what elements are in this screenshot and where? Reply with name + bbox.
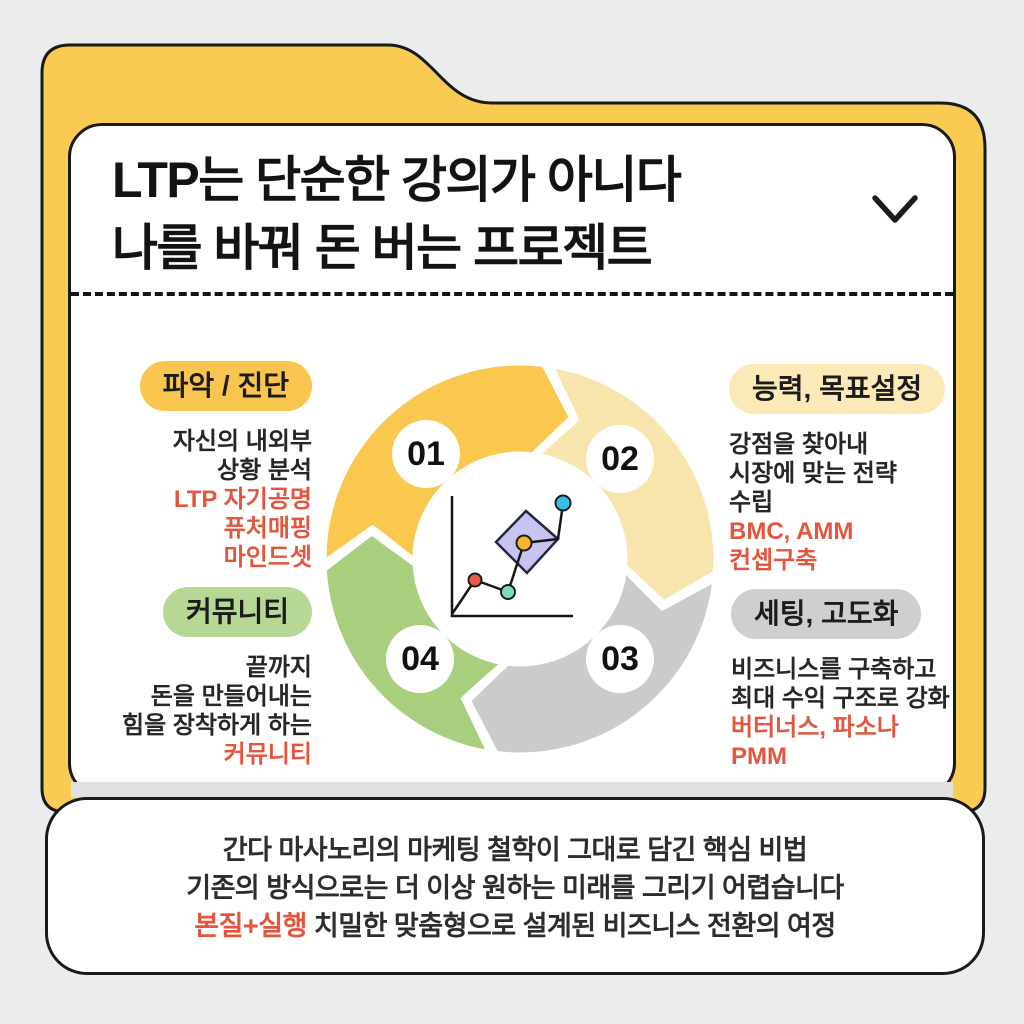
badge-step-02: 능력, 목표설정 [729,364,946,414]
step-03-line: 비즈니스를 구축하고 [731,656,937,683]
step-02-block: 능력, 목표설정 강점을 찾아내 시장에 맞는 전략 수립 BMC, AMM 컨… [729,364,979,575]
step-04-line: 돈을 만들어내는 [150,683,312,710]
badge-step-04: 커뮤니티 [162,587,312,637]
chevron-down-icon[interactable] [870,192,920,230]
step-01-line: 자신의 내외부 [172,428,312,455]
card-gap-shadow [71,782,953,798]
step-04-line: 힘을 장착하게 하는 [122,712,312,739]
step-03-keyword: 버터너스, 파소나 [731,714,899,741]
page-title-line-2: 나를 바꿔 돈 버는 프로젝트 [112,220,653,276]
footer-line-3: 본질+실행 치밀한 맞춤형으로 설계된 비즈니스 전환의 여정 [48,907,982,945]
collapse-control[interactable] [870,192,920,235]
footer-highlight: 본질+실행 [194,911,307,941]
footer-card: 간다 마사노리의 마케팅 철학이 그대로 담긴 핵심 비법 기존의 방식으로는 … [45,797,985,975]
step-04-block: 커뮤니티 끝까지 돈을 만들어내는 힘을 장착하게 하는 커뮤니티 [100,587,312,769]
page-title: LTP는 단순한 강의가 아니다 나를 바꿔 돈 버는 프로젝트 [112,146,682,282]
step-number-01: 01 [392,420,460,488]
step-03-keyword: PMM [731,743,787,770]
step-02-line: 시장에 맞는 전략 [729,460,897,487]
step-number-03: 03 [586,625,654,693]
page-title-line-1: LTP는 단순한 강의가 아니다 [112,152,682,208]
step-01-line: 상황 분석 [217,457,312,484]
step-02-line: 수립 [729,489,774,516]
step-01-keyword: 마인드셋 [223,544,312,571]
footer-line-3-rest: 치밀한 맞춤형으로 설계된 비즈니스 전환의 여정 [306,911,836,941]
step-number-02: 02 [586,425,654,493]
step-01-keyword: 퓨처매핑 [223,515,312,542]
footer-line-1: 간다 마사노리의 마케팅 철학이 그대로 담긴 핵심 비법 [222,835,808,865]
badge-step-01: 파악 / 진단 [139,361,312,411]
step-02-keyword: 컨셉구축 [729,547,818,574]
step-01-block: 파악 / 진단 자신의 내외부 상황 분석 LTP 자기공명 퓨처매핑 마인드셋 [100,361,312,572]
step-02-keyword: BMC, AMM [729,518,854,545]
badge-step-03: 세팅, 고도화 [731,589,922,639]
step-02-line: 강점을 찾아내 [729,431,869,458]
footer-line-2: 기존의 방식으로는 더 이상 원하는 미래를 그리기 어렵습니다 [186,873,844,903]
step-number-04: 04 [386,625,454,693]
footer-text: 간다 마사노리의 마케팅 철학이 그대로 담긴 핵심 비법 기존의 방식으로는 … [48,831,982,945]
step-04-line: 끝까지 [245,654,312,681]
step-03-line: 최대 수익 구조로 강화 [731,685,950,712]
step-04-keyword: 커뮤니티 [223,741,312,768]
step-01-keyword: LTP 자기공명 [173,486,312,513]
dashed-divider [71,292,953,296]
step-03-block: 세팅, 고도화 비즈니스를 구축하고 최대 수익 구조로 강화 버터너스, 파소… [731,589,981,771]
